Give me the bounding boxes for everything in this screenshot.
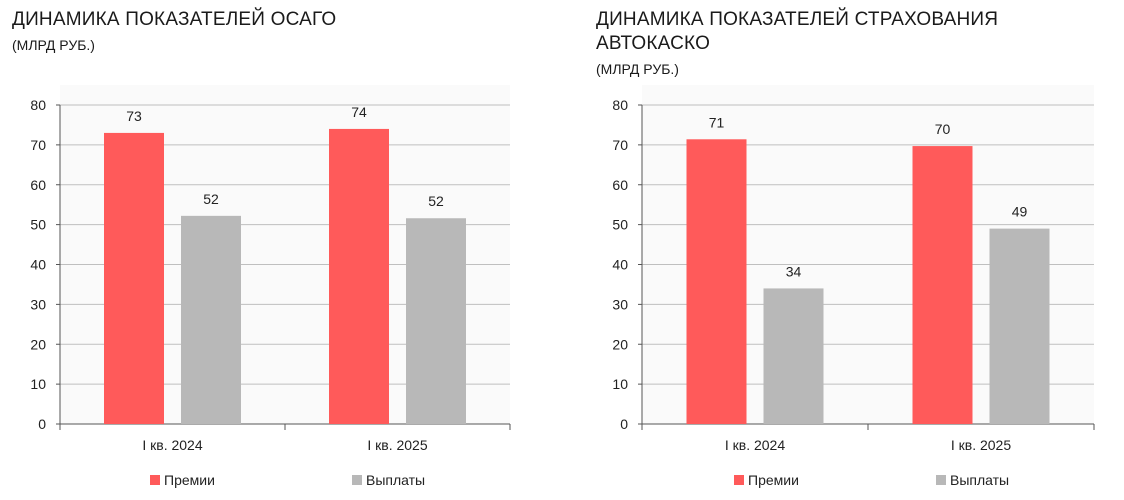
- legend-item-payout: Выплаты: [352, 472, 425, 488]
- y-tick-label: 60: [30, 177, 46, 193]
- chart-subtitle: (МЛРД РУБ.): [12, 37, 95, 53]
- legend-label-payout: Выплаты: [950, 472, 1010, 488]
- bar-premium: [329, 128, 389, 425]
- legend-label-premium: Премии: [748, 472, 799, 488]
- legend-swatch-premium: [734, 475, 744, 485]
- y-tick-label: 70: [612, 137, 628, 153]
- legend-swatch-payout: [936, 475, 946, 485]
- legend-swatch-payout: [352, 475, 362, 485]
- y-tick-label: 20: [30, 336, 46, 352]
- y-tick-label: 40: [30, 257, 46, 273]
- data-label: 70: [935, 121, 951, 137]
- y-tick-label: 20: [612, 336, 628, 352]
- category-label: I кв. 2025: [367, 437, 427, 453]
- data-label: 52: [203, 191, 219, 207]
- legend-label-premium: Премии: [164, 472, 215, 488]
- bar-payout: [989, 228, 1050, 424]
- data-label: 73: [126, 108, 142, 124]
- y-tick-label: 30: [612, 296, 628, 312]
- category-label: I кв. 2024: [142, 437, 202, 453]
- bar-premium: [686, 139, 747, 425]
- chart-subtitle: (МЛРД РУБ.): [596, 61, 679, 77]
- legend-item-payout: Выплаты: [936, 472, 1009, 488]
- chart-title: ДИНАМИКА ПОКАЗАТЕЛЕЙ ОСАГО: [12, 9, 337, 30]
- y-tick-label: 10: [612, 376, 628, 392]
- y-tick-label: 50: [30, 217, 46, 233]
- y-tick-label: 0: [38, 416, 46, 432]
- kasko-chart-panel: ДИНАМИКА ПОКАЗАТЕЛЕЙ СТРАХОВАНИЯ АВТОКАС…: [584, 0, 1124, 500]
- y-tick-label: 60: [612, 177, 628, 193]
- data-label: 49: [1012, 204, 1028, 220]
- bar-payout: [181, 215, 241, 424]
- bar-payout: [406, 218, 466, 424]
- category-label: I кв. 2024: [725, 437, 785, 453]
- data-label: 52: [428, 193, 444, 209]
- legend-item-premium: Премии: [734, 472, 799, 488]
- y-tick-label: 30: [30, 296, 46, 312]
- y-tick-label: 0: [620, 416, 628, 432]
- category-label: I кв. 2025: [951, 437, 1011, 453]
- legend-item-premium: Премии: [150, 472, 215, 488]
- bar-premium: [104, 132, 164, 424]
- data-label: 71: [709, 114, 725, 130]
- legend-label-payout: Выплаты: [366, 472, 426, 488]
- data-label: 74: [351, 104, 367, 120]
- y-tick-label: 50: [612, 217, 628, 233]
- legend-swatch-premium: [150, 475, 160, 485]
- y-tick-label: 80: [30, 97, 46, 113]
- data-label: 34: [786, 263, 802, 279]
- y-tick-label: 70: [30, 137, 46, 153]
- bar-premium: [912, 146, 973, 425]
- y-tick-label: 40: [612, 257, 628, 273]
- osago-bar-chart: 0 10 20 30 40 50 60 70 80 73 52 I кв. 2024 74 52 I кв.…: [30, 85, 511, 453]
- y-tick-label: 10: [30, 376, 46, 392]
- chart-title: ДИНАМИКА ПОКАЗАТЕЛЕЙ СТРАХОВАНИЯ АВТОКАС…: [596, 9, 999, 54]
- bar-payout: [763, 288, 824, 424]
- kasko-bar-chart: 0 10 20 30 40 50 60 70 80 71 34 I кв. 2024 70 49 I кв.…: [612, 85, 1095, 453]
- osago-chart-panel: ДИНАМИКА ПОКАЗАТЕЛЕЙ ОСАГО (МЛРД РУБ.) 0…: [0, 0, 560, 500]
- y-tick-label: 80: [612, 97, 628, 113]
